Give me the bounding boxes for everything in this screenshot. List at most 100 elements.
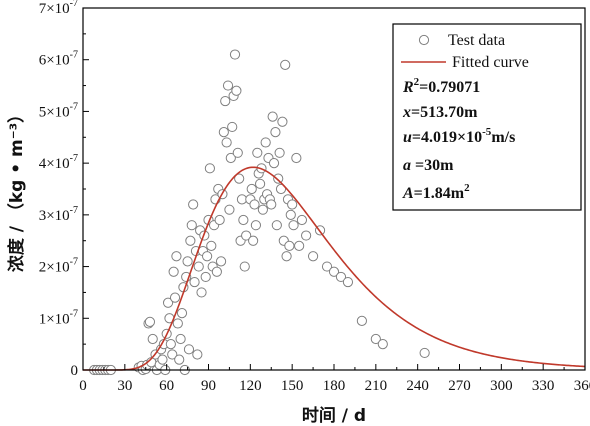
legend-test-data-marker	[418, 34, 430, 46]
fit-parameter-a: a =30m	[403, 157, 454, 174]
y-tick-label: 4×10-7	[39, 153, 78, 172]
test-data-point	[296, 214, 308, 226]
x-tick-label: 120	[239, 378, 262, 394]
test-data-point	[277, 116, 288, 127]
test-data-point	[301, 230, 312, 241]
test-data-point	[157, 354, 168, 365]
x-tick-label: 210	[365, 378, 388, 394]
test-data-point	[171, 251, 182, 262]
fit-parameter-A: A=1.84m2	[402, 182, 470, 202]
x-tick-label: 90	[201, 378, 216, 394]
test-data-point	[200, 271, 211, 283]
x-tick-label: 330	[532, 378, 555, 394]
test-data-point	[287, 199, 298, 210]
test-data-point	[280, 59, 291, 70]
test-data-point	[307, 251, 319, 262]
y-tick-label: 5×10-7	[39, 101, 78, 120]
x-tick-label: 60	[159, 378, 174, 394]
test-data-point	[192, 349, 203, 360]
test-data-point	[189, 276, 200, 288]
fit-parameter-u: u=4.019×10-5m/s	[403, 126, 515, 146]
test-data-point	[218, 127, 229, 138]
test-data-point	[273, 173, 284, 184]
test-data-point	[176, 308, 188, 319]
test-data-point	[147, 333, 158, 345]
test-data-point	[254, 178, 266, 189]
test-data-point	[182, 256, 193, 267]
test-data-point	[271, 220, 282, 231]
y-tick-label: 2×10-7	[39, 257, 78, 276]
test-data-point	[196, 287, 207, 298]
test-data-point	[270, 127, 281, 138]
test-data-point	[225, 152, 236, 164]
x-tick-label: 180	[323, 378, 346, 394]
x-tick-label: 270	[448, 378, 471, 394]
test-data-point	[246, 183, 257, 195]
test-data-point	[224, 204, 235, 215]
test-data-point	[193, 261, 204, 272]
y-tick-label: 6×10-7	[39, 50, 78, 69]
test-data-point	[281, 251, 292, 262]
test-data-point	[241, 230, 252, 241]
test-data-point	[342, 276, 354, 288]
test-data-point	[356, 315, 367, 326]
test-data-point	[266, 199, 277, 210]
legend: Test data Fitted curve R2=0.79071 x=513.7…	[392, 23, 582, 211]
test-data-point	[377, 339, 388, 350]
fitted-curve-line	[83, 166, 586, 371]
test-data-point	[285, 209, 296, 220]
test-data-point	[162, 297, 174, 308]
test-data-point	[260, 137, 271, 148]
test-data-point	[186, 220, 197, 231]
test-data-point	[274, 147, 285, 158]
x-tick-label: 150	[281, 378, 304, 394]
x-tick-label: 0	[79, 378, 87, 394]
test-data-point	[214, 214, 225, 226]
y-tick-label: 3×10-7	[39, 205, 78, 224]
test-data-point	[232, 147, 243, 158]
test-data-point	[239, 261, 250, 272]
axes	[82, 7, 586, 371]
test-data-point	[284, 240, 295, 251]
test-data-point	[234, 173, 245, 184]
y-tick-label: 0	[71, 363, 79, 379]
fit-parameter-R2: R2=0.79071	[402, 76, 480, 96]
test-data-point	[188, 199, 199, 210]
test-data-point	[231, 85, 242, 96]
test-data-point	[229, 49, 241, 60]
tick-labels: 0 30 60 90 120 150 180 210 240 270 300 330 360 0 1×10-…	[39, 0, 590, 394]
test-data-point	[204, 163, 215, 174]
test-data-point	[236, 194, 248, 205]
x-axis-label: 时间 / d	[302, 405, 366, 426]
legend-fitted-curve-label: Fitted curve	[452, 54, 529, 71]
y-axis-label: 浓度 / （kg • m⁻³）	[6, 106, 27, 272]
test-data-point	[165, 339, 176, 350]
test-data-point	[257, 204, 268, 215]
test-data-point	[249, 199, 260, 210]
test-data-point	[168, 266, 179, 277]
test-data-point	[167, 349, 178, 360]
test-data-point	[221, 137, 232, 148]
test-data-point	[183, 344, 195, 355]
test-data-point	[252, 147, 263, 158]
test-data-point	[185, 235, 196, 246]
test-data-point	[268, 158, 280, 169]
legend-frame	[392, 23, 582, 211]
test-data-point	[321, 261, 333, 272]
test-data-point	[220, 95, 231, 107]
y-tick-label: 1×10-7	[39, 308, 78, 327]
fit-parameter-x: x=513.70m	[402, 104, 478, 121]
test-data-point	[174, 354, 185, 365]
fit-parameters: R2=0.79071 x=513.70m u=4.019×10-5m/s a =30m…	[402, 76, 515, 202]
test-data-point	[202, 251, 213, 262]
test-data-point	[227, 121, 238, 133]
y-tick-label: 7×10-7	[39, 0, 78, 17]
x-tick-label: 300	[490, 378, 513, 394]
test-data-point	[335, 271, 347, 283]
test-data-point	[294, 240, 305, 251]
test-data-point	[248, 235, 259, 246]
x-tick-label: 240	[406, 378, 429, 394]
x-tick-label: 30	[117, 378, 132, 394]
test-data-point	[250, 220, 262, 231]
